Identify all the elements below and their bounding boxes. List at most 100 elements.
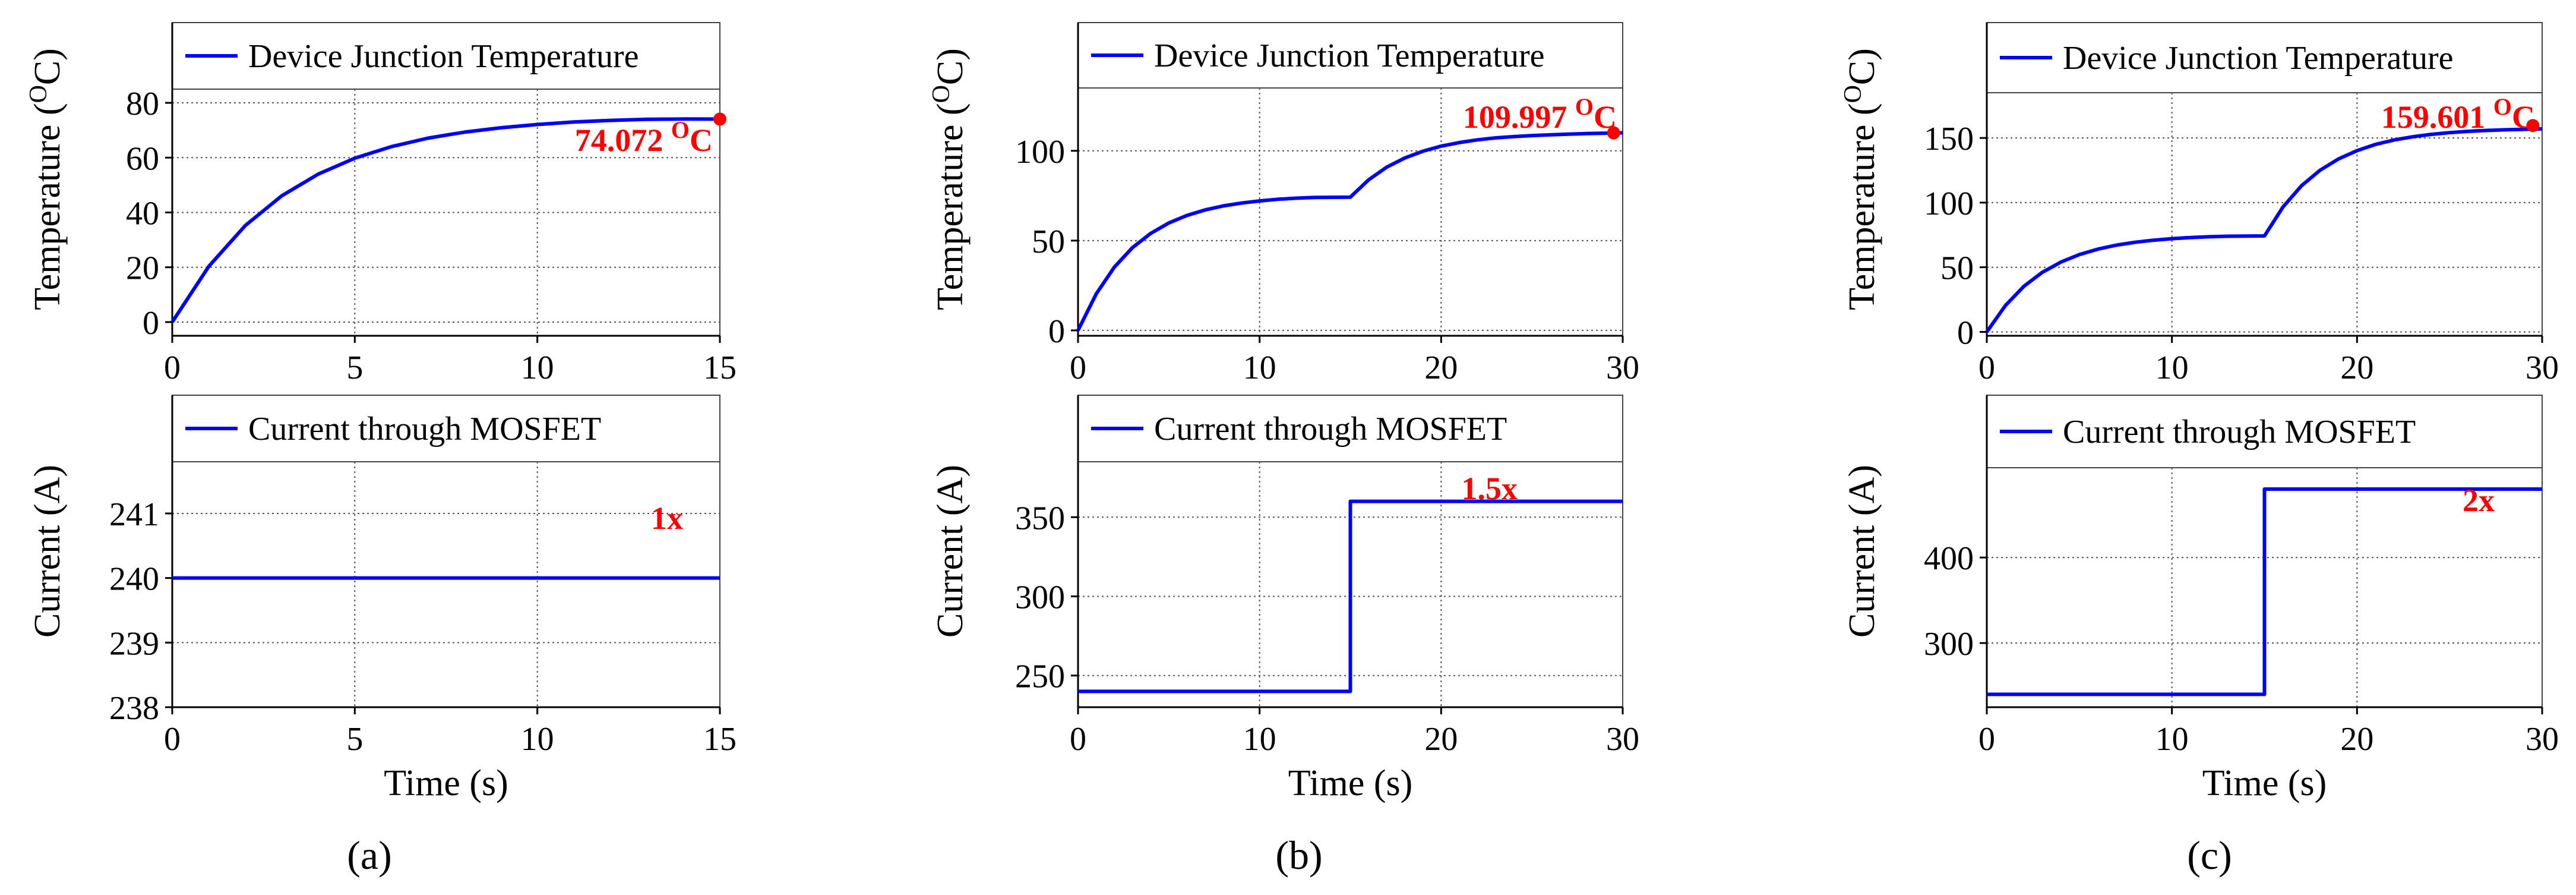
chart-1: 0 20 40 60 80 0 5 10 15 Device Junction Temperatu…: [25, 22, 737, 386]
y-label-sup: O: [1839, 85, 1867, 103]
y-tick-label: 150: [1924, 121, 1974, 157]
x-tick-label: 10: [1243, 349, 1276, 386]
series-line: [1078, 499, 1623, 694]
y-axis-label: Current (A): [930, 465, 971, 638]
panel-caption-a: (a): [347, 833, 391, 878]
y-label-sup: O: [25, 85, 52, 103]
y-label-unit: C): [930, 48, 971, 85]
end-point-marker: [713, 112, 726, 126]
y-axis-label: Temperature (OC): [1839, 48, 1882, 310]
x-tick-label: 5: [346, 349, 363, 386]
series-line: [1985, 127, 2543, 333]
x-tick-label: 20: [2340, 721, 2373, 758]
value-annotation: 109.997 OC: [1463, 93, 1617, 135]
x-tick-label: 20: [2340, 349, 2373, 386]
series-line: [1987, 487, 2542, 697]
end-point-marker: [2526, 119, 2540, 133]
y-tick-label: 241: [109, 496, 159, 533]
x-tick-label: 10: [1243, 721, 1276, 758]
x-tick-label: 30: [2526, 721, 2559, 758]
x-axis-label: Time (s): [384, 763, 508, 803]
y-label-text: Temperature (: [1842, 103, 1882, 310]
y-axis-label: Current (A): [27, 465, 68, 638]
y-label-text: Temperature (: [27, 103, 68, 310]
x-tick-label: 20: [1424, 349, 1458, 386]
y-tick-label: 300: [1015, 579, 1065, 616]
legend-label: Current through MOSFET: [2063, 414, 2416, 450]
end-point-marker: [1607, 126, 1620, 140]
legend-label: Device Junction Temperature: [2063, 40, 2453, 77]
series-line: [1076, 131, 1623, 332]
value-annotation: 74.072 OC: [575, 116, 713, 158]
x-tick-label: 10: [521, 349, 554, 386]
x-tick-label: 0: [164, 349, 181, 386]
y-axis-label: Temperature (OC): [928, 48, 971, 310]
panel-caption-c: (c): [2187, 833, 2232, 878]
y-tick-label: 50: [1940, 250, 1974, 287]
panel-caption-b: (b): [1275, 833, 1322, 878]
annotation-unit: C: [1594, 99, 1617, 135]
y-axis-label: Temperature (OC): [25, 48, 68, 310]
y-tick-label: 239: [109, 625, 159, 662]
x-tick-label: 0: [1070, 349, 1086, 386]
y-tick-label: 50: [1032, 223, 1065, 260]
annotation-unit: C: [2512, 99, 2535, 135]
x-tick-label: 15: [703, 721, 737, 758]
legend-label: Device Junction Temperature: [248, 38, 639, 75]
annotation-value: 1.5x: [1462, 471, 1518, 506]
x-axis-label: Time (s): [2202, 763, 2327, 803]
x-tick-label: 15: [703, 349, 737, 386]
y-tick-label: 40: [126, 196, 159, 232]
x-tick-label: 10: [2155, 721, 2189, 758]
y-tick-label: 20: [126, 250, 159, 287]
chart-3: 0 50 100 0 10 20 30 Device Junction Temperature…: [928, 22, 1639, 386]
y-tick-label: 0: [1957, 314, 1974, 351]
value-annotation: 1.5x: [1462, 471, 1518, 506]
legend-label: Current through MOSFET: [1154, 411, 1507, 448]
legend-label: Current through MOSFET: [248, 411, 601, 448]
chart-2: 238 239 240 241 0 5 10 15 Current through MOSFET…: [27, 395, 737, 803]
annotation-sup: O: [2493, 93, 2512, 120]
charts-layer: 0 20 40 60 80 0 5 10 15 Device Junction Temperatu…: [25, 22, 2559, 803]
y-tick-label: 238: [109, 690, 159, 727]
x-tick-label: 10: [521, 721, 554, 758]
y-tick-label: 60: [126, 140, 159, 177]
x-tick-label: 5: [346, 721, 363, 758]
x-tick-label: 0: [1070, 721, 1086, 758]
x-axis-label: Time (s): [1288, 763, 1413, 803]
x-tick-label: 0: [1978, 349, 1995, 386]
x-tick-label: 30: [1606, 721, 1639, 758]
annotation-value: 74.072: [575, 122, 671, 158]
value-annotation: 159.601 OC: [2381, 93, 2535, 135]
y-tick-label: 300: [1924, 626, 1974, 663]
y-label-sup: O: [928, 85, 955, 103]
x-tick-label: 30: [2526, 349, 2559, 386]
series-line: [170, 117, 720, 323]
annotation-sup: O: [671, 116, 690, 143]
y-tick-label: 80: [126, 86, 159, 122]
value-annotation: 2x: [2463, 483, 2495, 518]
chart-4: 250 300 350 0 10 20 30 Current through MOSFET Cu…: [930, 395, 1639, 803]
x-tick-label: 20: [1424, 721, 1458, 758]
x-tick-label: 10: [2155, 349, 2189, 386]
y-label-unit: C): [27, 48, 68, 85]
y-tick-label: 400: [1924, 540, 1974, 577]
y-tick-label: 250: [1015, 658, 1065, 695]
y-tick-label: 240: [109, 561, 159, 598]
annotation-sup: O: [1575, 93, 1594, 120]
chart-6: 300 400 0 10 20 30 Current through MOSFET Curre…: [1842, 395, 2559, 803]
x-tick-label: 0: [164, 721, 181, 758]
y-tick-label: 0: [143, 305, 159, 342]
y-axis-label: Current (A): [1842, 465, 1882, 638]
annotation-unit: C: [690, 122, 713, 158]
legend-label: Device Junction Temperature: [1154, 37, 1544, 74]
y-tick-label: 100: [1924, 185, 1974, 222]
annotation-value: 1x: [651, 500, 683, 536]
x-tick-label: 0: [1978, 721, 1995, 758]
y-label-unit: C): [1842, 48, 1882, 85]
y-tick-label: 100: [1015, 134, 1065, 171]
chart-5: 0 50 100 150 0 10 20 30 Device Junction Temperat…: [1839, 22, 2559, 386]
value-annotation: 1x: [651, 500, 683, 536]
annotation-value: 109.997: [1463, 99, 1575, 135]
